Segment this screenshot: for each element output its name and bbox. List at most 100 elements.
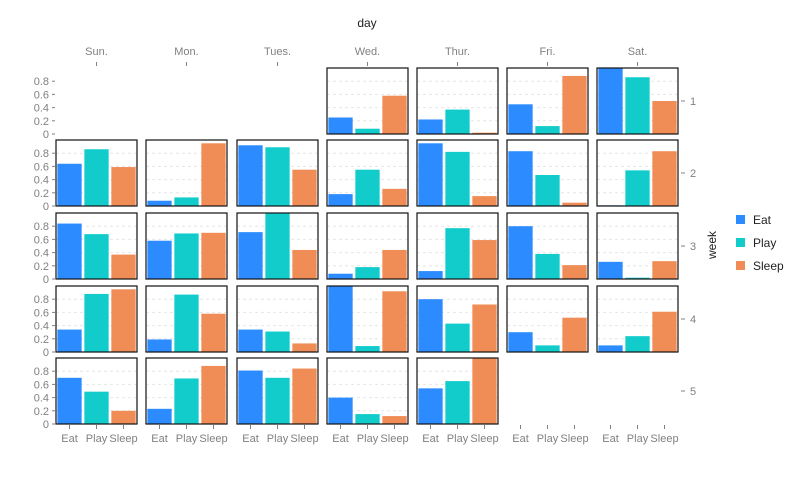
- bar-play: [445, 151, 470, 206]
- x-tick-label: Play: [86, 433, 108, 445]
- column-strip-label: Tues.: [264, 46, 291, 58]
- panel-border: [55, 212, 138, 280]
- bar-play: [445, 228, 470, 279]
- panel-border: [506, 285, 589, 353]
- bar-sleep: [111, 167, 136, 206]
- column-strip-label: Fri.: [540, 46, 556, 58]
- bar-sleep: [472, 196, 497, 206]
- bar-play: [355, 414, 380, 424]
- bar-play: [265, 377, 290, 424]
- bar-eat: [508, 104, 533, 134]
- bar-sleep: [472, 132, 497, 134]
- legend-swatch-eat: [736, 215, 745, 224]
- panel: [145, 139, 228, 207]
- column-strip-label: Sun.: [85, 46, 108, 58]
- panel: [236, 357, 319, 425]
- bar-play: [174, 197, 199, 206]
- x-tick-label: Eat: [422, 433, 439, 445]
- bar-eat: [418, 271, 443, 279]
- panel: [55, 285, 138, 353]
- panel-border: [55, 357, 138, 425]
- column-strips: Sun. Mon. Tues. Wed. Thur. Fri. Sat.: [85, 46, 647, 66]
- bar-eat: [57, 163, 82, 206]
- bar-sleep: [111, 289, 136, 352]
- x-tick-label: Eat: [512, 433, 529, 445]
- bar-play: [84, 149, 109, 206]
- panel: [55, 212, 138, 280]
- bar-play: [625, 77, 650, 134]
- panel-border: [506, 139, 589, 207]
- x-tick-label: Play: [176, 433, 198, 445]
- panel: [596, 139, 679, 207]
- y-tick-label: 0.6: [34, 161, 49, 173]
- y-tick-label: 0: [43, 201, 49, 213]
- panel: [416, 357, 499, 425]
- bar-play: [445, 381, 470, 424]
- panel: [506, 285, 589, 353]
- bar-eat: [57, 377, 82, 424]
- legend-label-sleep: Sleep: [753, 259, 784, 273]
- bar-play: [445, 109, 470, 134]
- bar-eat: [238, 370, 263, 424]
- y-tick-label: 0.2: [34, 334, 49, 346]
- bar-eat: [328, 397, 353, 424]
- bar-sleep: [292, 169, 317, 206]
- legend-swatch-sleep: [736, 261, 745, 270]
- x-tick-label: Eat: [602, 433, 619, 445]
- bar-eat: [238, 329, 263, 352]
- panel: [506, 67, 589, 135]
- y-tick-label: 0.6: [34, 234, 49, 246]
- x-tick-label: Sleep: [470, 433, 498, 445]
- row-facet-title: week: [705, 230, 719, 260]
- legend-swatch-play: [736, 238, 745, 247]
- bar-sleep: [201, 143, 226, 206]
- bar-play: [355, 267, 380, 279]
- bar-eat: [598, 68, 623, 134]
- panel-border: [596, 139, 679, 207]
- x-tick-label: Sleep: [109, 433, 137, 445]
- panel: [145, 285, 228, 353]
- panel: [326, 139, 409, 207]
- y-tick-label: 0.2: [34, 116, 49, 128]
- bar-play: [355, 169, 380, 206]
- column-facet-title: day: [357, 16, 376, 30]
- bar-play: [535, 253, 560, 279]
- panel-border: [55, 285, 138, 353]
- bar-sleep: [292, 368, 317, 424]
- bar-play: [84, 293, 109, 352]
- bar-play: [535, 345, 560, 352]
- panel-border: [506, 67, 589, 135]
- panel: [506, 212, 589, 280]
- bar-sleep: [472, 358, 497, 424]
- bar-sleep: [652, 261, 677, 279]
- x-tick-label: Eat: [151, 433, 168, 445]
- row-strip-label: 1: [690, 96, 696, 108]
- panel-border: [326, 67, 409, 135]
- bar-eat: [508, 226, 533, 279]
- bar-eat: [328, 117, 353, 134]
- column-strip-label: Thur.: [445, 46, 470, 58]
- bar-eat: [57, 223, 82, 279]
- bar-play: [174, 378, 199, 424]
- panel: [145, 357, 228, 425]
- bar-sleep: [652, 151, 677, 206]
- bar-eat: [147, 408, 172, 424]
- bar-play: [84, 234, 109, 279]
- x-tick-label: Sleep: [380, 433, 408, 445]
- panel-border: [145, 139, 228, 207]
- panel-border: [236, 285, 319, 353]
- x-tick-label: Sleep: [199, 433, 227, 445]
- x-tick-label: Sleep: [290, 433, 318, 445]
- panel-grid: [55, 67, 679, 425]
- bar-sleep: [201, 232, 226, 279]
- panel-border: [236, 212, 319, 280]
- panel-border: [506, 212, 589, 280]
- panel: [55, 357, 138, 425]
- panel-border: [236, 139, 319, 207]
- panel: [236, 139, 319, 207]
- bar-eat: [147, 200, 172, 206]
- y-tick-label: 0.4: [34, 248, 49, 260]
- y-tick-label: 0.2: [34, 406, 49, 418]
- bar-play: [625, 170, 650, 206]
